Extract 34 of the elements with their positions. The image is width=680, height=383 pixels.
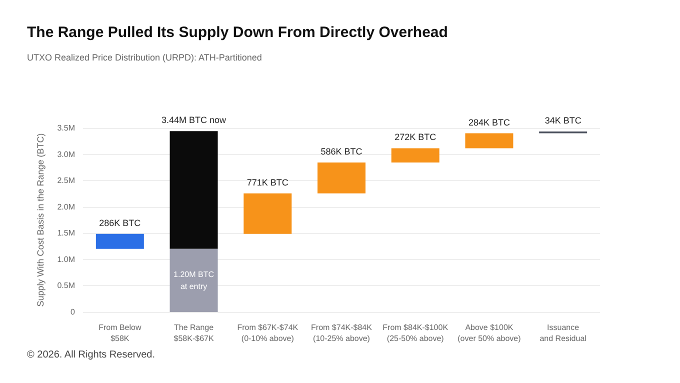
chart-subtitle: UTXO Realized Price Distribution (URPD): ATH-Partitioned xyxy=(27,52,262,62)
bar xyxy=(170,248,218,312)
data-label: 34K BTC xyxy=(544,116,582,126)
y-tick-label: 2.5M xyxy=(57,176,76,186)
y-tick-label: 0.5M xyxy=(57,281,76,290)
bar xyxy=(391,148,440,163)
total-label: 3.44M BTC now xyxy=(162,115,227,126)
bar xyxy=(170,131,218,249)
data-label: 771K BTC xyxy=(246,177,289,188)
y-tick-label: 0 xyxy=(70,308,76,316)
y-tick-label: 1.5M xyxy=(57,228,76,238)
bar xyxy=(244,193,292,234)
x-tick-label: From $74K-$84K (10-25% above) xyxy=(311,323,373,343)
x-tick-label: From $67K-$74K (0-10% above) xyxy=(237,323,299,343)
chart-title: The Range Pulled Its Supply Down From Directly Overhead xyxy=(27,24,448,41)
x-tick-label: The Range $58K-$67K xyxy=(174,323,214,343)
y-tick-label: 3.0M xyxy=(57,150,76,159)
bar xyxy=(96,234,144,249)
x-tick-label: From $84K-$100K (25-50% above) xyxy=(382,323,449,343)
data-label: 586K BTC xyxy=(320,146,363,157)
y-tick-label: 1.0M xyxy=(57,254,76,264)
y-tick-label: 3.5M xyxy=(57,124,76,132)
data-label: 284K BTC xyxy=(468,117,510,128)
text: © 2026. All Rights Reserved. xyxy=(27,350,155,360)
x-tick-label: Issuance and Residual xyxy=(540,323,587,343)
y-axis-title: Supply With Cost Basis in the Range (BTC) xyxy=(36,133,46,307)
x-tick-label: Above $100K (over 50% above) xyxy=(458,323,522,343)
bar xyxy=(318,162,366,194)
x-tick-label: From Below $58K xyxy=(98,323,142,343)
data-label: 272K BTC xyxy=(394,132,437,142)
data-label: 286K BTC xyxy=(99,218,142,228)
data-label: 1.20M BTC at entry xyxy=(174,270,214,291)
bar xyxy=(465,133,514,148)
y-tick-label: 2.0M xyxy=(57,202,76,212)
